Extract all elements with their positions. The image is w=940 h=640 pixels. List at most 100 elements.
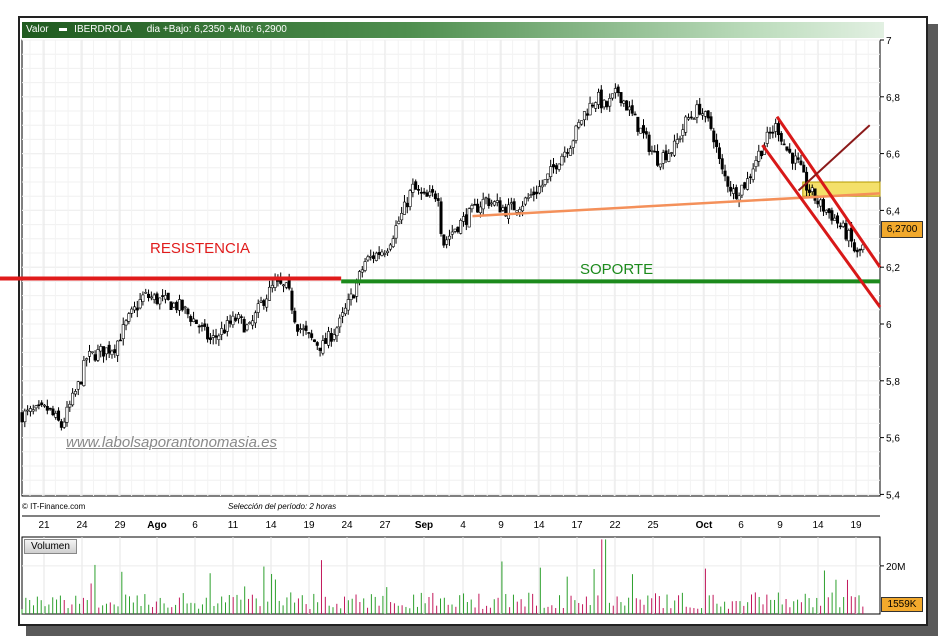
candle-body [239, 316, 243, 318]
candle-body [203, 323, 207, 327]
candle-body [602, 99, 606, 108]
time-tick-label: 17 [571, 520, 583, 531]
candle-body [639, 127, 643, 134]
candle-body [563, 151, 567, 158]
candle-body [701, 113, 705, 116]
candle-body [776, 123, 780, 136]
candle-body [830, 210, 834, 221]
period-selection[interactable]: Selección del período: 2 horas [228, 502, 337, 511]
volume-bars [21, 539, 864, 614]
candle-body [709, 116, 713, 129]
candle-body [836, 215, 840, 224]
candle-body [585, 113, 589, 116]
candle-body [855, 249, 859, 253]
candle-body [796, 157, 800, 160]
candle-body [695, 104, 699, 118]
candle-body [40, 402, 44, 405]
candle-body [588, 102, 592, 116]
channel-upper-line [775, 115, 882, 269]
candle-body [481, 198, 485, 210]
candle-body [177, 299, 181, 311]
candle-body [318, 347, 322, 351]
candle-body [85, 358, 89, 361]
volume-grid [21, 536, 881, 615]
source-credit: © IT-Finance.com [22, 502, 86, 511]
header-valor-label: Valor [26, 24, 49, 35]
candle-body [175, 301, 179, 311]
candle-body [791, 152, 795, 164]
candle-body [439, 201, 443, 234]
candle-body [259, 300, 263, 303]
candle-body [689, 116, 693, 119]
candle-body [82, 360, 86, 386]
candle-body [568, 148, 572, 156]
candle-body [456, 226, 460, 233]
candle-body [273, 279, 277, 288]
candle-body [228, 320, 232, 324]
watermark-url[interactable]: www.labolsaporantonomasia.es [66, 434, 277, 451]
candle-body [329, 333, 333, 342]
chart-header: Valor IBERDROLA dia +Bajo: 6,2350 +Alto:… [22, 22, 884, 38]
candle-body [478, 206, 482, 214]
ticker-name: IBERDROLA [74, 24, 132, 35]
candle-body [507, 204, 511, 220]
candle-body [782, 143, 786, 146]
candle-body [596, 91, 600, 105]
candle-body [810, 187, 814, 192]
candle-body [667, 153, 671, 162]
candle-body [827, 208, 831, 214]
candle-body [760, 150, 764, 157]
candle-body [453, 228, 457, 232]
candle-body [571, 140, 575, 148]
candle-body [442, 234, 446, 246]
price-tick-label: 5,8 [886, 377, 900, 388]
candle-body [428, 191, 432, 196]
candle-body [355, 282, 359, 297]
candle-body [833, 217, 837, 221]
candle-body [152, 294, 156, 300]
candle-body [248, 322, 252, 324]
candles [20, 83, 865, 431]
price-grid [21, 39, 881, 517]
candle-body [284, 282, 288, 288]
candle-body [650, 149, 654, 152]
candle-body [852, 242, 856, 252]
candle-body [644, 131, 648, 135]
candle-body [369, 255, 373, 258]
candle-body [341, 312, 345, 317]
candle-body [521, 205, 525, 212]
candle-body [79, 381, 83, 385]
candle-body [237, 314, 241, 319]
candle-body [464, 214, 468, 225]
candle-body [501, 207, 505, 211]
candle-body [282, 284, 286, 287]
candle-body [678, 137, 682, 140]
candle-body [459, 220, 463, 234]
candle-body [147, 293, 151, 299]
candle-body [87, 350, 91, 357]
candle-body [422, 191, 426, 194]
candle-body [293, 310, 297, 323]
candle-body [658, 163, 662, 168]
time-tick-label: 24 [341, 520, 353, 531]
time-tick-label: 11 [228, 520, 239, 531]
candle-body [163, 295, 167, 300]
candle-body [394, 225, 398, 239]
candle-body [262, 300, 266, 306]
candle-body [256, 303, 260, 313]
candle-body [771, 131, 775, 134]
candle-body [54, 413, 58, 418]
time-tick-label: Oct [696, 520, 713, 531]
candle-body [630, 105, 634, 114]
candle-body [608, 98, 612, 107]
candle-body [793, 155, 797, 164]
candle-body [124, 320, 128, 326]
candle-body [746, 178, 750, 190]
candle-body [526, 196, 530, 199]
price-tick-label: 6 [886, 320, 892, 331]
candle-body [670, 152, 674, 154]
candle-body [844, 223, 848, 240]
candle-body [552, 164, 556, 168]
candle-body [419, 192, 423, 194]
